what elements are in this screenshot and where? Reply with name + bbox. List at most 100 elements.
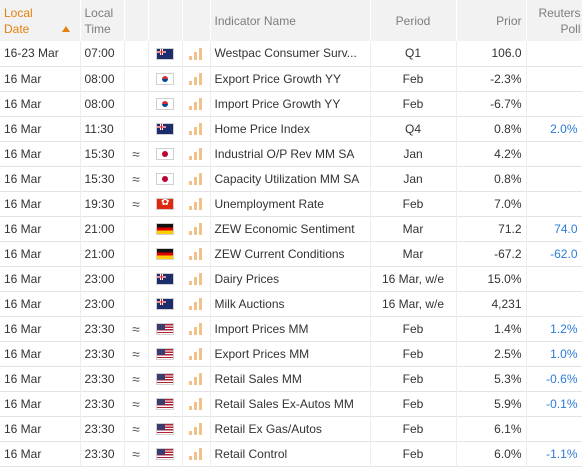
column-header-reuters-poll[interactable]: Reuters Poll <box>526 0 582 41</box>
table-row[interactable]: 16 Mar 23:30 ≈ Retail Sales Ex-Autos MM Feb 5… <box>0 391 582 416</box>
approx-icon: ≈ <box>124 391 149 416</box>
cell-date: 16 Mar <box>0 416 81 441</box>
cell-importance <box>182 441 211 466</box>
cell-date: 16 Mar <box>0 241 81 266</box>
table-row[interactable]: 16 Mar 23:30 ≈ Export Prices MM Feb 2.5% 1.0% <box>0 341 582 366</box>
column-header-indicator-name[interactable]: Indicator Name <box>210 0 371 41</box>
cell-date: 16 Mar <box>0 266 81 291</box>
cell-importance <box>182 341 211 366</box>
cell-indicator-name[interactable]: Export Prices MM <box>210 341 371 366</box>
cell-indicator-name[interactable]: ZEW Economic Sentiment <box>210 216 371 241</box>
column-header-prior[interactable]: Prior <box>456 0 527 41</box>
cell-prior: 106.0 <box>456 41 527 66</box>
table-row[interactable]: 16-23 Mar 07:00 Westpac Consumer Surv... Q1… <box>0 41 582 66</box>
cell-indicator-name[interactable]: Industrial O/P Rev MM SA <box>210 141 371 166</box>
cell-indicator-name[interactable]: Retail Sales Ex-Autos MM <box>210 391 371 416</box>
cell-indicator-name[interactable]: Milk Auctions <box>210 291 371 316</box>
approx-icon <box>124 241 149 266</box>
cell-indicator-name[interactable]: Retail Sales MM <box>210 366 371 391</box>
cell-country <box>148 341 183 366</box>
cell-time: 23:30 <box>80 391 125 416</box>
approx-icon: ≈ <box>124 191 149 216</box>
table-row[interactable]: 16 Mar 15:30 ≈ Industrial O/P Rev MM SA Jan 4… <box>0 141 582 166</box>
kr-flag-icon <box>156 98 174 111</box>
table-row[interactable]: 16 Mar 23:30 ≈ Retail Control Feb 6.0% -1.1% <box>0 441 582 466</box>
kr-flag-icon <box>156 73 174 86</box>
approx-icon <box>124 266 149 291</box>
cell-indicator-name[interactable]: Dairy Prices <box>210 266 371 291</box>
us-flag-icon <box>156 348 174 361</box>
importance-bars-icon <box>189 448 203 461</box>
cell-country <box>148 366 183 391</box>
cell-prior: 4,231 <box>456 291 527 316</box>
cell-country <box>148 316 183 341</box>
cell-indicator-name[interactable]: Capacity Utilization MM SA <box>210 166 371 191</box>
column-header-period[interactable]: Period <box>370 0 457 41</box>
cell-prior: 5.3% <box>456 366 527 391</box>
column-header-approx <box>124 0 149 41</box>
us-flag-icon <box>156 423 174 436</box>
cell-period: 16 Mar, w/e <box>370 266 457 291</box>
table-row[interactable]: 16 Mar 08:00 Import Price Growth YY Feb -6.7… <box>0 91 582 116</box>
table-row[interactable]: 16 Mar 23:30 ≈ Import Prices MM Feb 1.4% 1.2% <box>0 316 582 341</box>
cell-reuters-poll <box>526 416 582 441</box>
approx-icon: ≈ <box>124 166 149 191</box>
table-row[interactable]: 16 Mar 23:30 ≈ Retail Ex Gas/Autos Feb 6.1% <box>0 416 582 441</box>
cell-reuters-poll: -1.1% <box>526 441 582 466</box>
column-header-local-time[interactable]: Local Time <box>80 0 125 41</box>
table-row[interactable]: 16 Mar 21:00 ZEW Current Conditions Mar -67.… <box>0 241 582 266</box>
cell-prior: 0.8% <box>456 116 527 141</box>
cell-indicator-name[interactable]: Import Prices MM <box>210 316 371 341</box>
approx-icon: ≈ <box>124 316 149 341</box>
cell-country <box>148 116 183 141</box>
cell-prior: 4.2% <box>456 141 527 166</box>
cell-date: 16 Mar <box>0 441 81 466</box>
table-row[interactable]: 16 Mar 23:30 ≈ Retail Sales MM Feb 5.3% -0.6% <box>0 366 582 391</box>
cell-importance <box>182 41 211 66</box>
column-header-label: Reuters Poll <box>538 5 581 36</box>
cell-period: Q4 <box>370 116 457 141</box>
table-row[interactable]: 16 Mar 15:30 ≈ Capacity Utilization MM SA Ja… <box>0 166 582 191</box>
cell-reuters-poll: -0.1% <box>526 391 582 416</box>
column-header-label: Indicator Name <box>214 13 296 28</box>
cell-time: 08:00 <box>80 91 125 116</box>
table-row[interactable]: 16 Mar 11:30 Home Price Index Q4 0.8% 2.0% <box>0 116 582 141</box>
cell-indicator-name[interactable]: Westpac Consumer Surv... <box>210 41 371 66</box>
cell-reuters-poll <box>526 166 582 191</box>
cell-indicator-name[interactable]: Retail Control <box>210 441 371 466</box>
cell-indicator-name[interactable]: Unemployment Rate <box>210 191 371 216</box>
cell-indicator-name[interactable]: Home Price Index <box>210 116 371 141</box>
cell-reuters-poll <box>526 141 582 166</box>
cell-reuters-poll <box>526 41 582 66</box>
column-header-label: Prior <box>496 13 522 28</box>
cell-date: 16 Mar <box>0 391 81 416</box>
importance-bars-icon <box>189 248 203 261</box>
cell-reuters-poll <box>526 66 582 91</box>
cell-date: 16 Mar <box>0 191 81 216</box>
cell-importance <box>182 191 211 216</box>
cell-reuters-poll <box>526 91 582 116</box>
cell-importance <box>182 291 211 316</box>
table-row[interactable]: 16 Mar 23:00 Milk Auctions 16 Mar, w/e 4,231 <box>0 291 582 316</box>
approx-icon <box>124 41 149 66</box>
approx-icon <box>124 66 149 91</box>
cell-indicator-name[interactable]: Import Price Growth YY <box>210 91 371 116</box>
cell-country <box>148 391 183 416</box>
cell-date: 16 Mar <box>0 66 81 91</box>
table-row[interactable]: 16 Mar 21:00 ZEW Economic Sentiment Mar 71.2… <box>0 216 582 241</box>
table-row[interactable]: 16 Mar 08:00 Export Price Growth YY Feb -2.3… <box>0 66 582 91</box>
cell-reuters-poll: -0.6% <box>526 366 582 391</box>
cell-country <box>148 441 183 466</box>
cell-period: Feb <box>370 366 457 391</box>
cell-period: Feb <box>370 391 457 416</box>
cell-country <box>148 416 183 441</box>
us-flag-icon <box>156 323 174 336</box>
column-header-country <box>148 0 183 41</box>
cell-indicator-name[interactable]: Retail Ex Gas/Autos <box>210 416 371 441</box>
column-header-local-date[interactable]: Local Date <box>0 0 81 41</box>
cell-prior: -6.7% <box>456 91 527 116</box>
table-row[interactable]: 16 Mar 23:00 Dairy Prices 16 Mar, w/e 15.0% <box>0 266 582 291</box>
cell-indicator-name[interactable]: Export Price Growth YY <box>210 66 371 91</box>
cell-indicator-name[interactable]: ZEW Current Conditions <box>210 241 371 266</box>
